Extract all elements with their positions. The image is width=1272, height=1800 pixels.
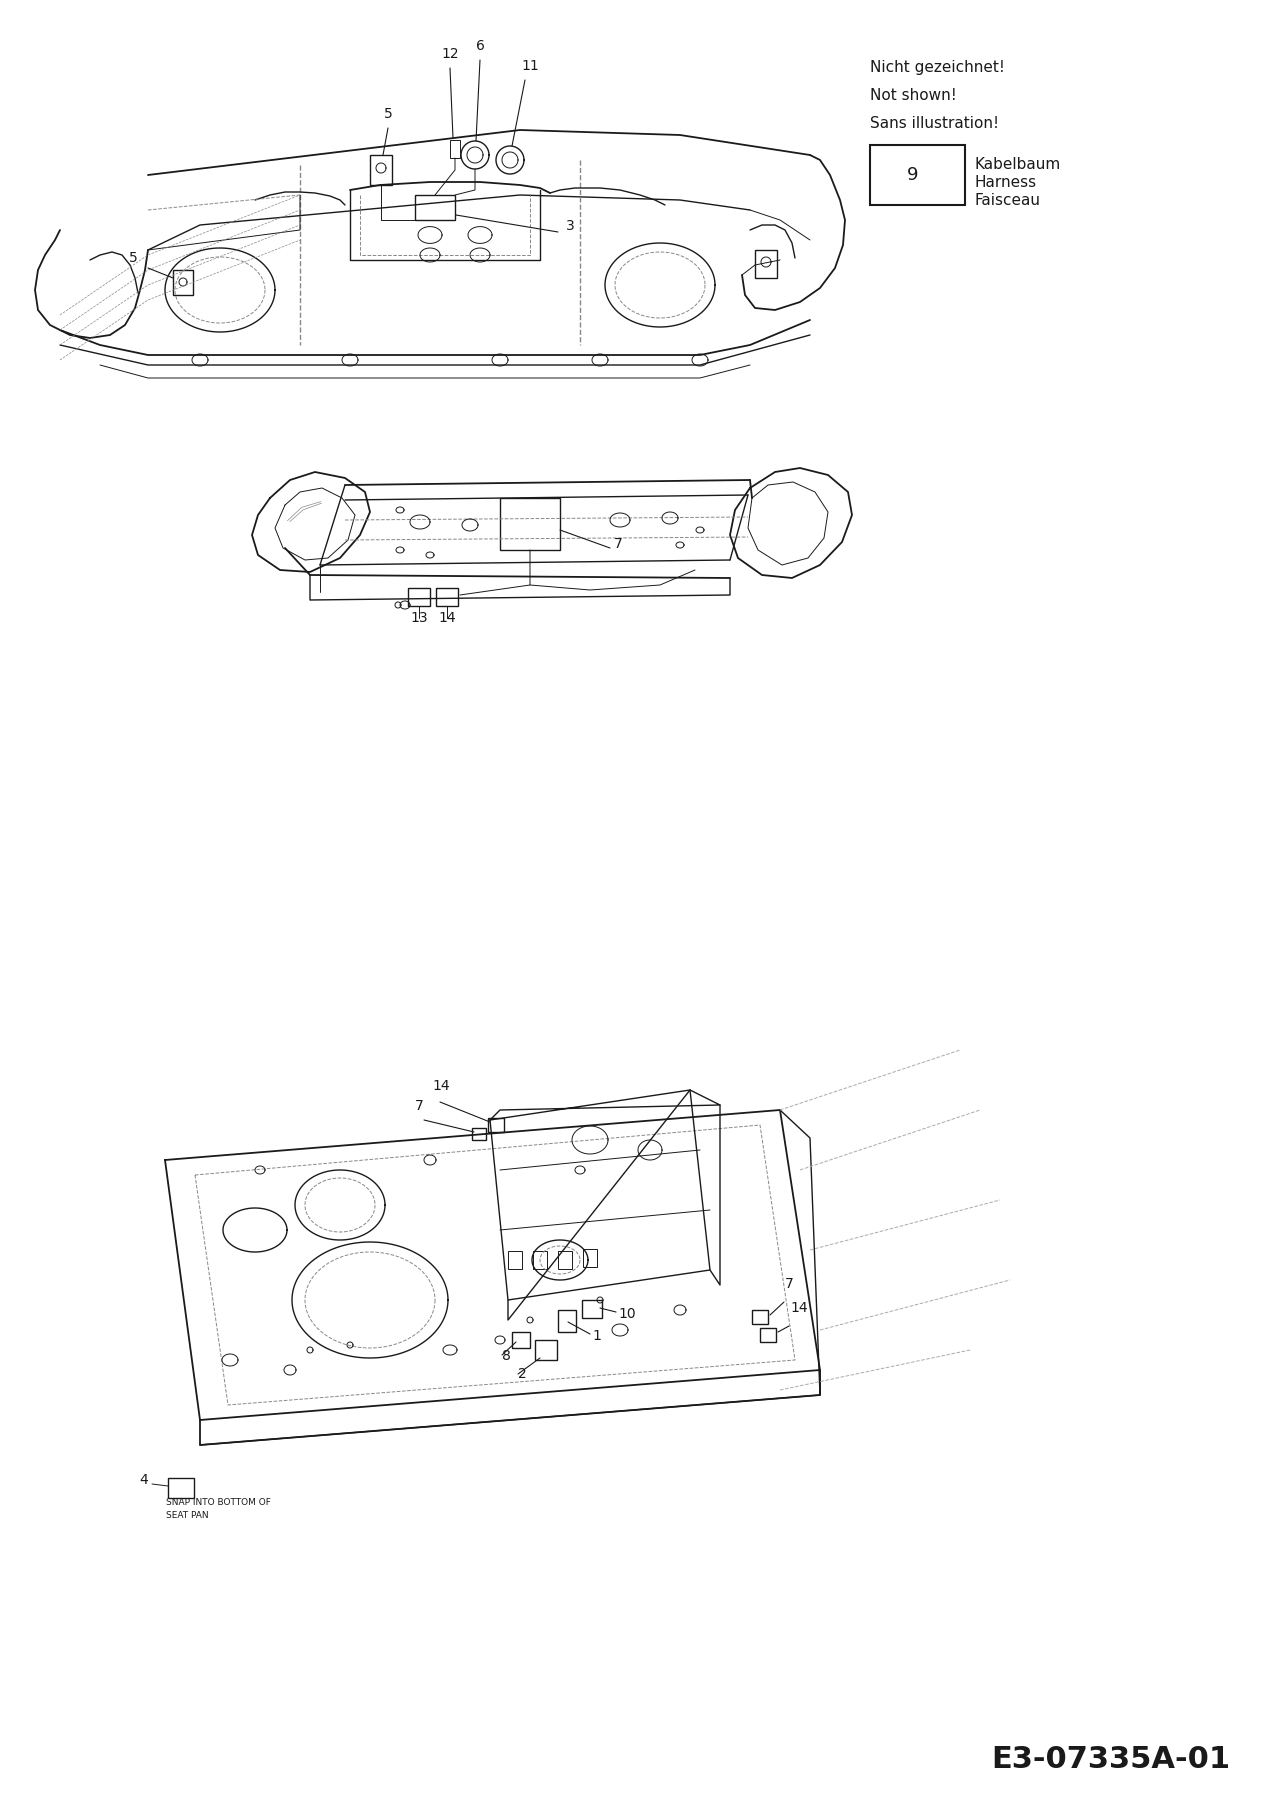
Bar	[583, 1300, 602, 1318]
Bar	[558, 1251, 572, 1269]
Bar	[508, 1251, 522, 1269]
Bar	[756, 250, 777, 277]
Bar	[408, 589, 430, 607]
Bar	[558, 1310, 576, 1332]
Bar	[583, 1249, 597, 1267]
Bar	[370, 155, 392, 185]
Text: 4: 4	[139, 1472, 148, 1487]
Bar	[752, 1310, 768, 1325]
Text: 14: 14	[790, 1301, 808, 1316]
Bar	[450, 140, 460, 158]
Text: 14: 14	[432, 1078, 449, 1093]
Text: 12: 12	[441, 47, 459, 61]
Text: Faisceau: Faisceau	[976, 193, 1040, 209]
Text: Nicht gezeichnet!: Nicht gezeichnet!	[870, 59, 1005, 76]
Bar	[415, 194, 455, 220]
Text: 5: 5	[128, 250, 137, 265]
Bar	[436, 589, 458, 607]
Text: Kabelbaum: Kabelbaum	[976, 157, 1061, 173]
Bar	[500, 499, 560, 551]
Text: 6: 6	[476, 40, 485, 52]
Bar	[759, 1328, 776, 1343]
Text: 8: 8	[502, 1348, 511, 1363]
Text: E3-07335A-01: E3-07335A-01	[991, 1746, 1230, 1775]
Bar	[488, 1118, 504, 1132]
Bar	[173, 270, 193, 295]
Bar	[536, 1339, 557, 1361]
Text: 14: 14	[438, 610, 455, 625]
Text: Not shown!: Not shown!	[870, 88, 957, 103]
Text: 7: 7	[614, 536, 623, 551]
Text: 13: 13	[410, 610, 427, 625]
Text: Harness: Harness	[976, 175, 1037, 191]
Bar	[870, 146, 965, 205]
Bar	[533, 1251, 547, 1269]
Text: 9: 9	[907, 166, 918, 184]
Text: 3: 3	[566, 220, 575, 232]
Text: SEAT PAN: SEAT PAN	[167, 1510, 209, 1519]
Text: 5: 5	[384, 106, 392, 121]
Text: Sans illustration!: Sans illustration!	[870, 115, 999, 131]
Text: SNAP INTO BOTTOM OF: SNAP INTO BOTTOM OF	[167, 1498, 271, 1507]
Text: 2: 2	[518, 1366, 527, 1381]
Bar	[472, 1129, 486, 1139]
Bar	[513, 1332, 530, 1348]
Text: 7: 7	[415, 1100, 424, 1112]
Bar	[168, 1478, 195, 1498]
Text: 7: 7	[785, 1276, 794, 1291]
Text: 1: 1	[591, 1328, 600, 1343]
Text: 10: 10	[618, 1307, 636, 1321]
Text: 11: 11	[522, 59, 539, 74]
